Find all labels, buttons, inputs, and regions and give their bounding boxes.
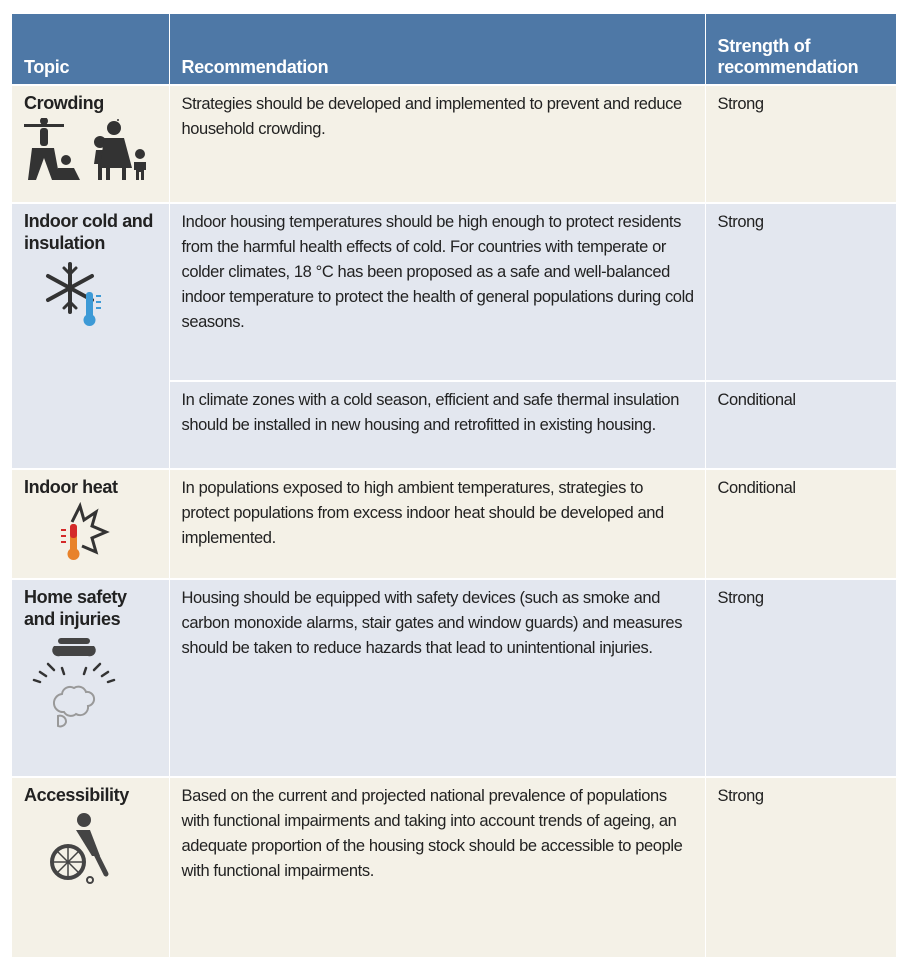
recommendation: In climate zones with a cold season, eff…	[168, 380, 705, 469]
strength: Conditional	[704, 468, 896, 579]
heat-icon	[61, 502, 110, 560]
header-cell: Strength of recommendation	[704, 14, 896, 85]
header-row: Topic Recommendation Strength of recomme…	[12, 14, 896, 85]
topic-cell: Indoor cold and insulation	[12, 202, 169, 469]
topic-cell: Crowding	[12, 84, 169, 203]
row: In climate zones with a cold season, eff…	[12, 380, 896, 469]
row: Indoor heat In populations exposed to hi…	[12, 468, 896, 579]
recommendation: Housing should be equipped with safety d…	[168, 578, 705, 777]
row: Accessibility Based on the current and p…	[12, 776, 896, 957]
strength: Conditional	[704, 380, 896, 469]
recommendation: Based on the current and projected natio…	[168, 776, 705, 957]
topic: Home safety and injuries	[24, 587, 127, 629]
strength: Strong	[704, 202, 896, 381]
row: Indoor cold and insulation Indoor housin…	[12, 202, 896, 469]
strength: Strong	[704, 84, 896, 203]
topic-cell: Home safety and injuries	[12, 578, 169, 777]
cold-icon	[46, 262, 101, 326]
wheelchair-icon	[50, 813, 109, 884]
strength: Strong	[704, 776, 896, 957]
topic: Accessibility	[24, 785, 129, 805]
recommendations-table: Topic Recommendation Strength of recomme…	[12, 14, 896, 957]
recommendation: Strategies should be developed and imple…	[168, 84, 705, 203]
crowding-icon	[24, 118, 146, 180]
recommendation: Indoor housing temperatures should be hi…	[168, 202, 705, 381]
topic: Indoor cold and insulation	[24, 211, 153, 253]
header-cell: Topic	[12, 14, 169, 85]
topic-cell: Indoor heat	[12, 468, 169, 579]
topic: Crowding	[24, 93, 104, 113]
alarm-icon	[32, 638, 116, 728]
recommendation: In populations exposed to high ambient t…	[168, 468, 705, 579]
row: Home safety and injuries Housing should …	[12, 578, 896, 777]
row: Crowding Strategies should be developed …	[12, 84, 896, 203]
topic: Indoor heat	[24, 477, 118, 497]
strength: Strong	[704, 578, 896, 777]
header-cell: Recommendation	[168, 14, 705, 85]
topic-cell: Accessibility	[12, 776, 169, 957]
